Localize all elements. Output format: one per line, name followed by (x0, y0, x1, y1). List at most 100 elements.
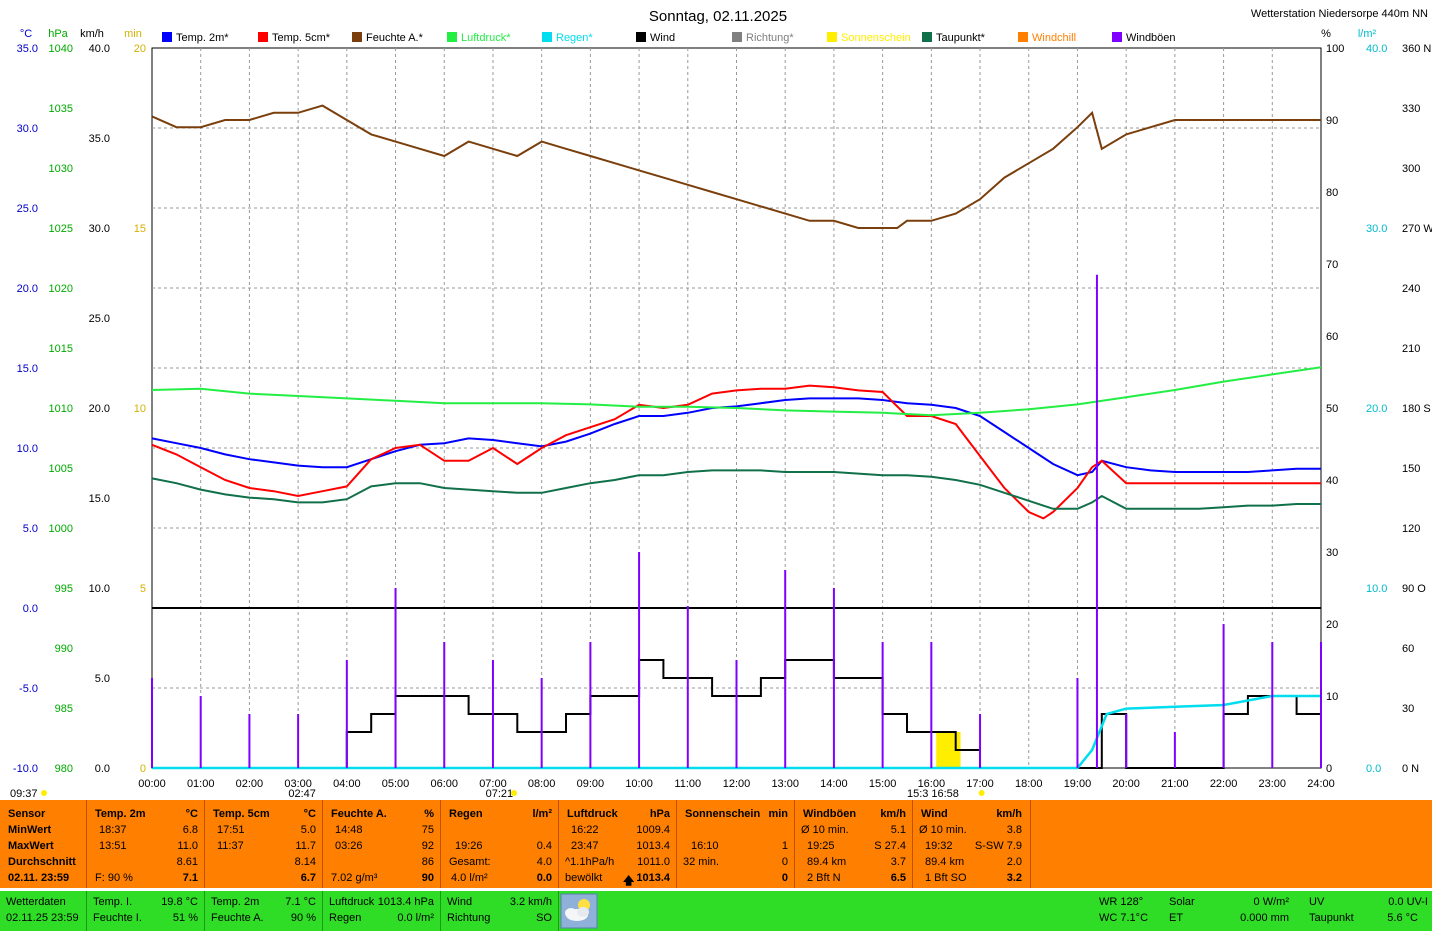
tick-deg: 150 (1402, 463, 1420, 475)
tick-hpa: 1040 (49, 43, 73, 55)
tick-lm2: 30.0 (1366, 223, 1387, 235)
tick-time: 23:00 (1259, 778, 1287, 790)
tick-kmh: 10.0 (89, 583, 110, 595)
tick-pct: 100 (1326, 43, 1344, 55)
footer-wind-direction-deg: WR 128° (1099, 896, 1144, 908)
unit-min: min (124, 28, 142, 40)
sonne-last: 0 (781, 872, 788, 884)
tick-temp: 10.0 (17, 443, 38, 455)
legend-label: Richtung* (746, 32, 794, 44)
tick-kmh: 30.0 (89, 223, 110, 235)
tick-hpa: 1015 (49, 343, 73, 355)
regen-head: Regen (449, 808, 483, 820)
stats-wind: Wind km/h Ø 10 min. 3.8 19:32 S-SW 7.9 8… (913, 800, 1031, 888)
rowlabel-avg: Durchschnitt (8, 856, 76, 868)
tick-deg: 180 S (1402, 403, 1431, 415)
feuchte-min-value: 75 (421, 824, 434, 836)
boeen-unit: km/h (880, 808, 906, 820)
tick-time: 22:00 (1210, 778, 1238, 790)
footer-humidity-indoor-label: Feuchte I. (93, 912, 142, 924)
tick-min: 15 (134, 223, 146, 235)
legend-label: Taupunkt* (936, 32, 986, 44)
tick-kmh: 25.0 (89, 313, 110, 325)
tick-time: 18:00 (1015, 778, 1043, 790)
stats-regen: Regen l/m² 19:26 0.4 Gesamt: 4.0 4.0 l/m… (441, 800, 559, 888)
boeen-max-value: S 27.4 (874, 840, 906, 852)
tick-lm2: 40.0 (1366, 43, 1387, 55)
tick-time: 01:00 (187, 778, 215, 790)
tick-deg: 300 (1402, 163, 1420, 175)
tick-pct: 60 (1326, 331, 1338, 343)
series-line (151, 469, 1321, 510)
sonne-max-time: 16:10 (691, 840, 719, 852)
axis-units: °C hPa km/h min% l/m² (20, 28, 1377, 40)
legend-swatch (1112, 32, 1122, 42)
tick-time: 15:00 (869, 778, 897, 790)
footer-outdoor: Temp. 2m 7.1 °C Feuchte A. 90 % (205, 891, 323, 931)
stats-luftdruck: Luftdruck hPa 16:22 1009.4 23:47 1013.4 … (559, 800, 677, 888)
tick-temp: 35.0 (17, 43, 38, 55)
tick-pct: 0 (1326, 763, 1332, 775)
annotations: 09:37 02:47 07:21 15:3 16:58 (10, 788, 985, 800)
tick-temp: 25.0 (17, 203, 38, 215)
tick-time: 06:00 (430, 778, 458, 790)
regen-unit: l/m² (532, 808, 552, 820)
tick-lm2: 10.0 (1366, 583, 1387, 595)
stats-rowlabels: Sensor MinWert MaxWert Durchschnitt 02.1… (0, 800, 87, 888)
temp5cm-unit: °C (303, 808, 316, 820)
sonne-head: Sonnenschein (685, 808, 761, 820)
feuchte-last: 90 (421, 872, 434, 884)
footer-et: 0.000 mm (1240, 912, 1289, 924)
tick-time: 00:00 (138, 778, 166, 790)
footer-windchill: WC 7.1°C (1099, 912, 1149, 924)
tick-hpa: 990 (55, 643, 73, 655)
sonne-unit: min (768, 808, 788, 820)
cloudy-weather-icon (560, 893, 598, 929)
tick-pct: 80 (1326, 187, 1338, 199)
luftdruck-min-value: 1009.4 (636, 824, 670, 836)
legend-swatch (827, 32, 837, 42)
tick-kmh: 5.0 (95, 673, 110, 685)
annotation-time: 15:3 (907, 788, 928, 800)
tick-temp: -5.0 (19, 683, 38, 695)
footer-direction-label: Richtung (447, 912, 491, 924)
boeen-max-time: 19:25 (807, 840, 835, 852)
tick-pct: 20 (1326, 619, 1338, 631)
temp5cm-min-value: 5.0 (300, 824, 316, 836)
temp5cm-max-time: 11:37 (217, 840, 244, 852)
tick-pct: 70 (1326, 259, 1338, 271)
tick-temp: 0.0 (23, 603, 38, 615)
tick-time: 19:00 (1064, 778, 1092, 790)
tick-hpa: 1020 (49, 283, 73, 295)
luftdruck-forecast: bewölkt (565, 872, 603, 884)
sonne-total-label: 32 min. (683, 856, 720, 868)
unit-pct: % (1321, 28, 1331, 40)
tick-hpa: 1005 (49, 463, 73, 475)
tick-lm2: 0.0 (1366, 763, 1381, 775)
unit-temp: °C (20, 28, 32, 40)
feuchte-absolute: 7.02 g/m³ (331, 872, 378, 884)
sun-icon (41, 790, 47, 796)
sonne-max-value: 1 (781, 840, 788, 852)
footer-pressure-rain: Luftdruck 1013.4 hPa Regen 0.0 l/m² (323, 891, 441, 931)
feuchte-min-time: 14:48 (335, 824, 363, 836)
temp2m-last: 7.1 (182, 872, 198, 884)
stats-temp5cm: Temp. 5cm °C 17:51 5.0 11:37 11.7 8.14 6… (205, 800, 323, 888)
footer-indoor: Temp. I. 19.8 °C Feuchte I. 51 % (87, 891, 205, 931)
temp5cm-max-value: 11.7 (295, 840, 316, 852)
regen-last: 0.0 (536, 872, 552, 884)
legend-label: Temp. 5cm* (272, 32, 331, 44)
luftdruck-min-time: 16:22 (571, 824, 599, 836)
tick-time: 16:00 (918, 778, 946, 790)
chart-marks (151, 104, 1322, 770)
temp2m-avg: 8.61 (176, 856, 198, 868)
legend-label: Luftdruck* (461, 32, 511, 44)
wind-avg-label: Ø 10 min. (919, 824, 967, 836)
sunset-icon (978, 790, 985, 796)
footer-dewpoint-label: Taupunkt (1309, 912, 1354, 924)
footer-date: Wetterdaten 02.11.25 23:59 (0, 891, 87, 931)
boeen-head: Windböen (803, 808, 857, 820)
tick-temp: 5.0 (23, 523, 38, 535)
stats-panel: Sensor MinWert MaxWert Durchschnitt 02.1… (0, 800, 1432, 888)
footer-rain: 0.0 l/m² (397, 912, 434, 924)
